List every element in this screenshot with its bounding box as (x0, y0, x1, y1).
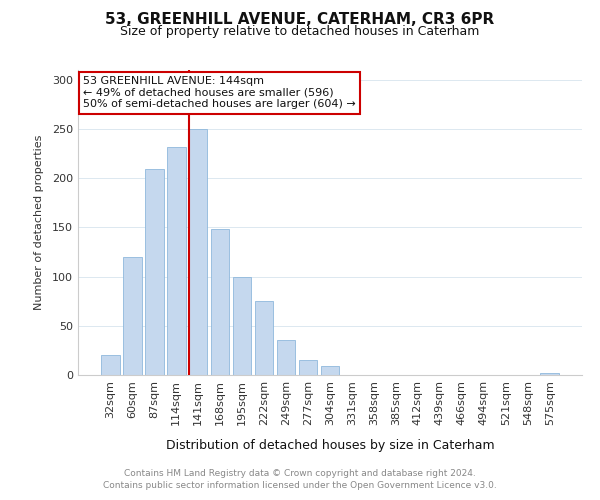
Y-axis label: Number of detached properties: Number of detached properties (34, 135, 44, 310)
Bar (123, 257, 142, 375)
Bar (255, 301, 274, 375)
Bar (167, 146, 185, 375)
Bar (299, 360, 317, 375)
X-axis label: Distribution of detached houses by size in Caterham: Distribution of detached houses by size … (166, 439, 494, 452)
Bar (233, 276, 251, 375)
Text: Contains HM Land Registry data © Crown copyright and database right 2024.: Contains HM Land Registry data © Crown c… (124, 468, 476, 477)
Text: 53 GREENHILL AVENUE: 144sqm
← 49% of detached houses are smaller (596)
50% of se: 53 GREENHILL AVENUE: 144sqm ← 49% of det… (83, 76, 356, 110)
Bar (145, 170, 164, 375)
Text: Contains public sector information licensed under the Open Government Licence v3: Contains public sector information licen… (103, 481, 497, 490)
Text: 53, GREENHILL AVENUE, CATERHAM, CR3 6PR: 53, GREENHILL AVENUE, CATERHAM, CR3 6PR (106, 12, 494, 28)
Bar (277, 340, 295, 375)
Bar (541, 373, 559, 375)
Bar (189, 129, 208, 375)
Text: Size of property relative to detached houses in Caterham: Size of property relative to detached ho… (121, 25, 479, 38)
Bar (211, 230, 229, 375)
Bar (101, 356, 119, 375)
Bar (320, 366, 340, 375)
